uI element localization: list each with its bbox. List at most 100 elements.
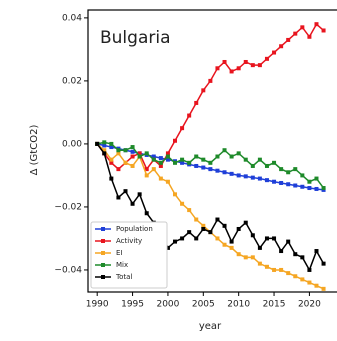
point — [215, 168, 220, 173]
point — [180, 236, 185, 241]
point — [173, 138, 178, 143]
point — [293, 252, 298, 257]
point — [130, 145, 135, 150]
point — [272, 50, 277, 55]
point — [286, 170, 291, 175]
point — [286, 182, 291, 187]
point — [321, 28, 326, 33]
point — [286, 239, 291, 244]
y-tick-label: 0.00 — [62, 139, 82, 149]
point — [194, 163, 199, 168]
point — [250, 163, 255, 168]
point — [102, 151, 107, 156]
point — [137, 154, 142, 159]
point — [187, 160, 192, 165]
point — [314, 249, 319, 254]
y-tick-label: 0.04 — [62, 13, 82, 23]
point — [123, 160, 128, 165]
point — [194, 154, 199, 159]
point — [300, 184, 305, 189]
point — [236, 252, 241, 257]
point — [314, 186, 319, 191]
point — [116, 151, 121, 156]
point — [109, 160, 114, 165]
point — [236, 151, 241, 156]
x-tick-label: 2005 — [192, 300, 215, 310]
y-tick-label: 0.02 — [62, 76, 82, 86]
point — [286, 271, 291, 276]
point — [250, 63, 255, 68]
point — [208, 160, 213, 165]
legend-label: Total — [115, 273, 132, 281]
point — [95, 141, 100, 146]
point — [215, 217, 220, 222]
point — [173, 239, 178, 244]
point — [187, 113, 192, 118]
point — [321, 186, 326, 191]
point — [314, 22, 319, 27]
point — [180, 160, 185, 165]
point — [222, 148, 227, 153]
point — [307, 280, 312, 285]
point — [144, 173, 149, 178]
point — [137, 192, 142, 197]
point — [307, 267, 312, 272]
point — [243, 59, 248, 64]
point — [201, 226, 206, 231]
point — [165, 179, 170, 184]
x-tick-label: 1995 — [121, 300, 144, 310]
legend-marker — [101, 227, 105, 231]
point — [321, 261, 326, 266]
point — [264, 163, 269, 168]
y-axis-label: Δ (GtCO2) — [29, 125, 40, 176]
point — [264, 264, 269, 269]
legend-marker — [101, 251, 105, 255]
point — [236, 226, 241, 231]
point — [279, 267, 284, 272]
point — [151, 157, 156, 162]
point — [130, 149, 135, 154]
point — [229, 69, 234, 74]
point — [208, 78, 213, 83]
point — [279, 180, 284, 185]
point — [158, 176, 163, 181]
point — [279, 44, 284, 49]
legend-marker — [101, 239, 105, 243]
point — [300, 173, 305, 178]
plot-frame — [87, 9, 337, 293]
point — [257, 176, 262, 181]
point — [307, 34, 312, 39]
point — [257, 63, 262, 68]
point — [215, 154, 220, 159]
point — [123, 148, 128, 153]
point — [222, 170, 227, 175]
point — [321, 286, 326, 291]
point — [165, 154, 170, 159]
point — [293, 167, 298, 172]
point — [293, 31, 298, 36]
point — [272, 267, 277, 272]
point — [116, 167, 121, 172]
point — [158, 156, 163, 161]
point — [264, 56, 269, 61]
point — [229, 239, 234, 244]
legend-label: EI — [116, 249, 123, 257]
point — [109, 141, 114, 146]
point — [229, 245, 234, 250]
x-axis-label: year — [199, 321, 222, 332]
point — [137, 151, 142, 156]
point — [293, 183, 298, 188]
point — [180, 201, 185, 206]
point — [279, 167, 284, 172]
point — [264, 236, 269, 241]
point — [243, 255, 248, 260]
point — [158, 160, 163, 165]
point — [201, 165, 206, 170]
x-tick-label: 1990 — [86, 300, 109, 310]
point — [165, 151, 170, 156]
y-tick-label: −0.02 — [54, 202, 82, 212]
x-tick-label: 2015 — [263, 300, 286, 310]
point — [300, 255, 305, 260]
point — [272, 160, 277, 165]
